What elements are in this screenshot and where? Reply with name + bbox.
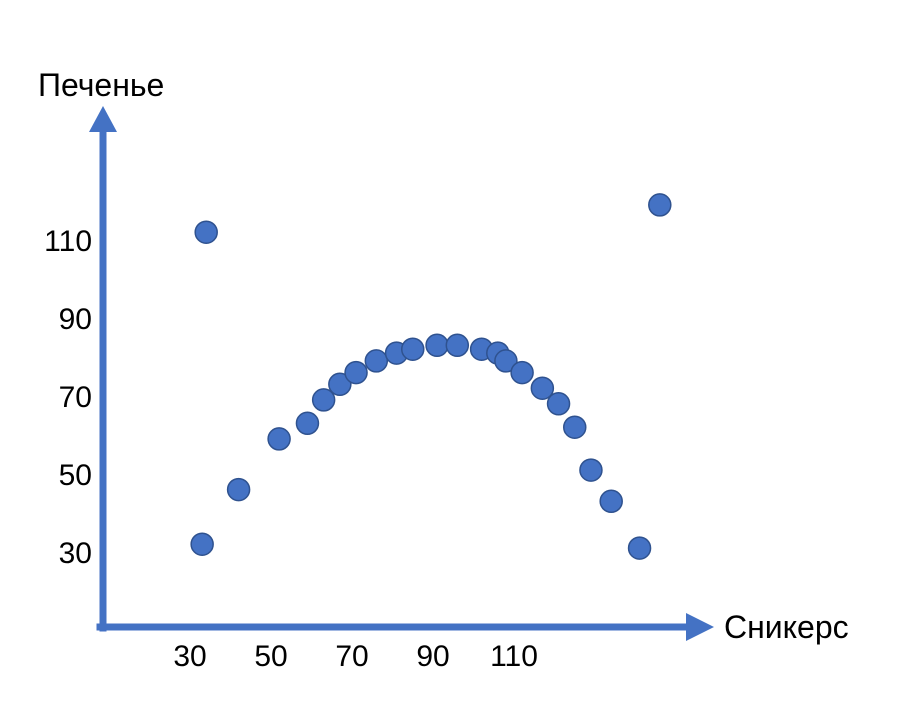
y-tick-label: 30: [59, 537, 92, 570]
scatter-point: [510, 360, 534, 385]
y-tick-label: 70: [59, 381, 92, 414]
x-tick-label: 50: [254, 640, 287, 673]
scatter-point: [190, 532, 214, 556]
scatter-point: [425, 333, 449, 358]
x-axis-title: Сникерс: [724, 609, 849, 645]
data-points: [190, 193, 672, 560]
scatter-point: [530, 376, 555, 400]
x-tick-labels: 30 50 70 90 110: [173, 640, 538, 673]
x-tick-label: 30: [173, 640, 206, 673]
x-tick-label: 90: [416, 640, 449, 673]
scatter-point: [494, 349, 518, 373]
scatter-point: [546, 392, 571, 416]
scatter-point: [627, 536, 652, 560]
scatter-point: [328, 372, 352, 397]
scatter-point: [563, 415, 587, 439]
scatter-point: [401, 337, 425, 361]
scatter-point: [267, 427, 291, 451]
scatter-point: [194, 220, 218, 244]
y-axis-title: Печенье: [38, 67, 164, 103]
scatter-point: [445, 333, 470, 358]
scatter-point: [295, 411, 320, 436]
y-tick-labels: 30 50 70 90 110: [44, 225, 92, 570]
scatter-point: [344, 360, 368, 385]
scatter-point: [311, 388, 336, 412]
scatter-point: [599, 489, 623, 514]
scatter-point: [648, 193, 672, 217]
y-tick-label: 90: [59, 303, 92, 336]
axes: [89, 106, 714, 641]
y-tick-label: 50: [59, 459, 92, 492]
scatter-point: [226, 477, 251, 502]
scatter-point: [364, 349, 389, 373]
x-tick-label: 110: [490, 640, 538, 673]
y-axis-arrowhead: [89, 106, 117, 132]
scatter-point: [579, 458, 603, 482]
y-tick-label: 110: [44, 225, 92, 258]
x-tick-label: 70: [335, 640, 368, 673]
x-axis-arrowhead: [686, 613, 714, 641]
